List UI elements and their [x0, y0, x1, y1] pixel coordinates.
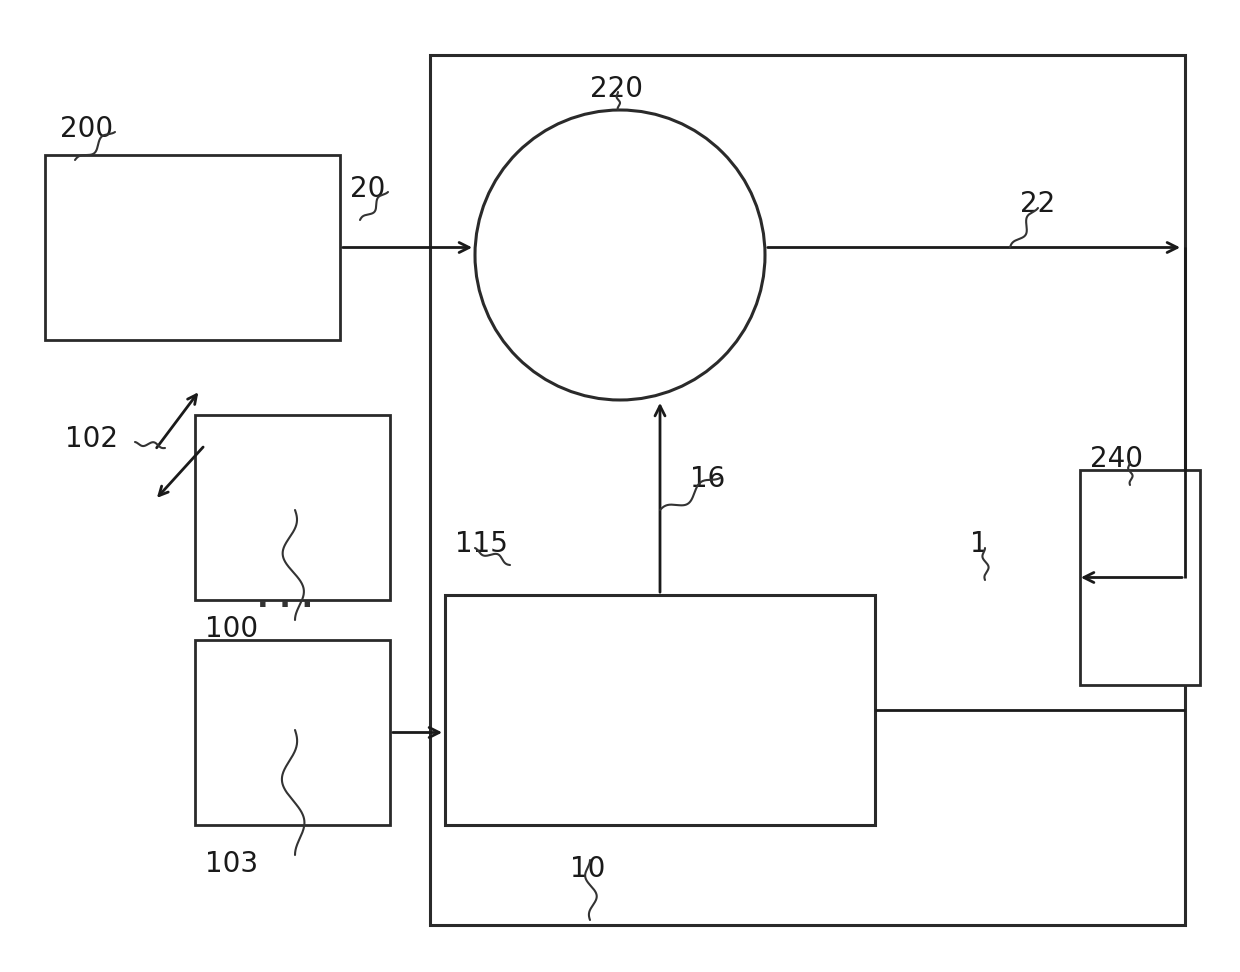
Bar — [195, 640, 391, 825]
Text: 102: 102 — [64, 425, 118, 453]
Text: 10: 10 — [570, 855, 605, 883]
Bar — [430, 55, 1185, 925]
Bar — [1080, 470, 1200, 685]
Bar — [445, 595, 875, 825]
Circle shape — [475, 110, 765, 400]
Text: 200: 200 — [60, 115, 113, 143]
Text: 22: 22 — [1021, 190, 1055, 218]
Text: 16: 16 — [689, 465, 725, 493]
Text: . . .: . . . — [257, 583, 312, 612]
Text: 220: 220 — [590, 75, 644, 103]
Text: 20: 20 — [350, 175, 386, 203]
Text: 115: 115 — [455, 530, 508, 558]
Text: 1: 1 — [970, 530, 987, 558]
Bar — [195, 415, 391, 600]
Text: 100: 100 — [205, 615, 258, 643]
Bar — [45, 155, 340, 340]
Text: 240: 240 — [1090, 445, 1143, 473]
Text: 103: 103 — [205, 850, 258, 878]
